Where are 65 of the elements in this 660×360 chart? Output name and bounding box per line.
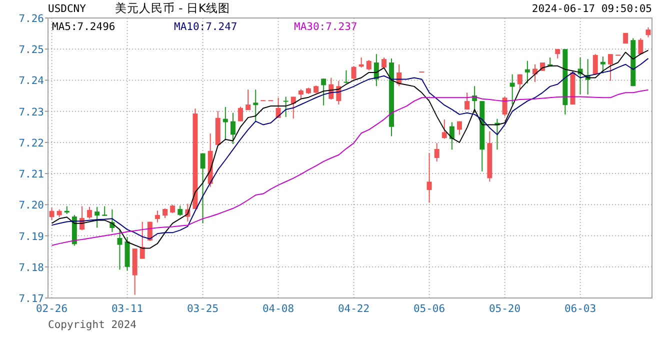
line-series <box>51 89 649 246</box>
x-tick-label: 03-11 <box>111 303 144 315</box>
candlestick <box>351 66 356 80</box>
y-tick-label: 7.19 <box>18 230 44 243</box>
candlestick <box>638 38 644 56</box>
candlestick <box>510 74 515 105</box>
candlestick <box>102 206 108 216</box>
x-tick-label: 02-26 <box>36 303 68 315</box>
candlestick <box>246 89 251 111</box>
candlestick <box>358 57 364 68</box>
candlestick <box>117 230 122 270</box>
candlestick <box>321 78 326 106</box>
candlestick <box>178 205 183 216</box>
candlestick <box>456 120 462 136</box>
candlestick <box>366 60 372 71</box>
y-tick-label: 7.21 <box>18 168 44 181</box>
candlestick <box>524 60 530 84</box>
y-tick-label: 7.25 <box>18 44 44 56</box>
candlestick <box>162 208 168 219</box>
candlestick <box>49 207 54 221</box>
candlestick <box>298 88 304 100</box>
x-tick-label: 04-22 <box>338 303 370 315</box>
candlestick <box>464 92 470 110</box>
chart-title: 美元人民币 - 日K线图 <box>115 1 230 15</box>
x-tick-label: 05-06 <box>413 303 446 315</box>
candlestick <box>600 56 606 74</box>
candlestick <box>517 74 522 90</box>
y-tick-label: 7.18 <box>18 262 44 274</box>
text: MA10:7.247 <box>174 21 238 33</box>
candlestick <box>434 142 440 162</box>
candlestick <box>253 89 258 122</box>
y-tick-label: 7.17 <box>18 293 44 305</box>
text: MA30:7.237 <box>294 21 358 33</box>
y-tick-label: 7.24 <box>18 75 44 88</box>
candlestick <box>646 26 651 38</box>
x-tick-label: 05-20 <box>488 303 521 315</box>
candlestick <box>283 96 288 118</box>
candlestick <box>154 210 160 223</box>
text: Copyright 2024 <box>48 319 137 331</box>
x-tick-label: 04-08 <box>262 303 294 315</box>
candlestick <box>555 48 560 59</box>
candlestick <box>442 118 447 140</box>
candlestick <box>94 206 100 228</box>
text: MA5:7.2496 <box>52 21 116 33</box>
x-tick-label: 06-03 <box>564 303 596 315</box>
candlestick <box>449 122 454 150</box>
candlestick <box>87 206 92 220</box>
candlestick <box>344 70 349 84</box>
y-tick-label: 7.22 <box>18 137 44 150</box>
candlestick <box>230 112 236 144</box>
candlestick <box>426 152 432 204</box>
candlestick <box>502 96 508 117</box>
candlestick <box>532 64 538 83</box>
y-tick-label: 7.26 <box>18 13 44 25</box>
candlestick <box>238 106 244 122</box>
y-tick-label: 7.20 <box>18 200 44 212</box>
y-tick-label: 7.23 <box>18 106 44 118</box>
candlestick <box>140 221 145 260</box>
text: USDCNY <box>48 3 87 15</box>
candlestick <box>608 54 613 82</box>
x-tick-label: 03-25 <box>186 303 219 315</box>
candlestick <box>592 54 598 76</box>
candlestick <box>200 152 206 224</box>
text: 2024-06-17 09:50:05 <box>532 3 652 15</box>
candlestick <box>290 96 296 119</box>
